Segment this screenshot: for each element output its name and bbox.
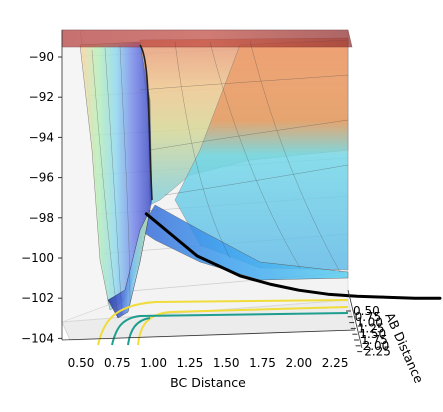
y-tick-label: 2.25 [364,345,391,359]
z-axis: −90 −92 −94 −96 −98 −100 −102 −104 [21,30,63,345]
x-tick-label: 2.25 [322,356,349,370]
x-tick-label: 1.50 [213,356,240,370]
y-tick-label: 1.25 [358,321,385,335]
surface-top-cap [61,29,353,48]
y-axis: 0.500.751.001.251.501.752.002.25 AB Dist… [346,289,427,386]
y-tick-label: 1.75 [361,333,388,347]
contour-teal-inner [127,317,151,346]
y-tick-label: 0.50 [353,304,380,318]
contour-yellow-inner [137,306,349,346]
y-tick-label: 0.75 [355,310,382,324]
y-tick-label: 1.50 [359,327,386,341]
x-tick-label: 1.25 [177,356,204,370]
surface-well-bottom [107,209,151,319]
reaction-trajectory [144,212,442,300]
x-axis: 0.50 0.75 1.00 1.25 1.50 1.75 2.00 2.25 BC Dist… [61,329,356,390]
z-tick-label: −100 [21,251,54,265]
contour-yellow [97,299,349,346]
z-tick-label: −98 [29,211,54,225]
surface-ridge [139,44,153,201]
x-tick-label: 1.00 [140,356,167,370]
x-axis-title: BC Distance [170,375,246,390]
surface [61,29,353,319]
z-tick-label: −104 [21,331,54,345]
z-tick-label: −96 [29,171,54,185]
y-tick-label: 1.00 [356,316,383,330]
z-tick-label: −102 [21,291,54,305]
x-tick-label: 0.75 [104,356,131,370]
y-tick-label: 2.00 [363,339,390,353]
x-tick-label: 0.50 [68,356,95,370]
z-tick-label: −94 [29,130,54,144]
floor-contours [97,299,349,346]
z-tick-label: −90 [29,50,54,64]
z-tick-label: −92 [29,90,54,104]
x-tick-label: 1.75 [249,356,276,370]
x-tick-label: 2.00 [285,356,312,370]
contour-teal [111,312,349,346]
